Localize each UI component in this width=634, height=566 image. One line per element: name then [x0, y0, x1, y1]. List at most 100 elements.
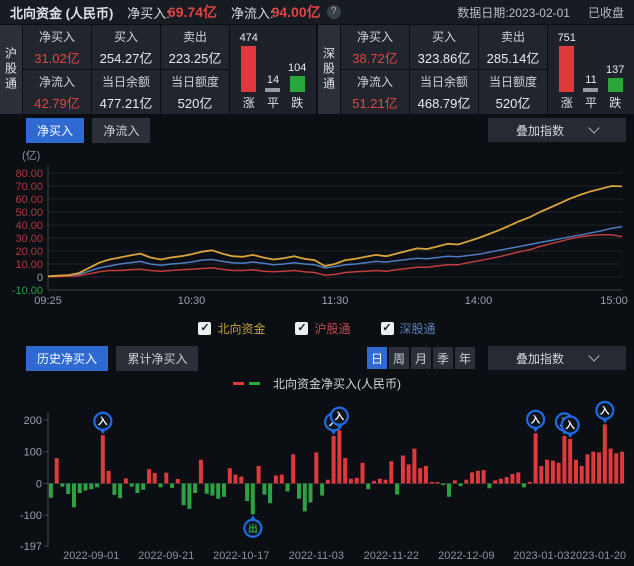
down-count: 104	[288, 62, 307, 74]
stat-label: 卖出	[500, 29, 525, 44]
stat-cell: 净买入 31.02亿	[23, 25, 91, 69]
up-column: 751 涨	[558, 32, 576, 111]
checkbox-checked-icon[interactable]	[198, 321, 212, 335]
svg-text:2022-10-17: 2022-10-17	[213, 550, 269, 562]
svg-text:入: 入	[564, 421, 575, 432]
up-count-bar	[559, 46, 575, 92]
svg-text:2022-12-09: 2022-12-09	[438, 550, 494, 562]
svg-text:2022-11-22: 2022-11-22	[364, 550, 419, 562]
stat-label: 净流入	[356, 74, 393, 89]
period-year-button[interactable]: 年	[455, 347, 475, 369]
svg-text:2022-09-21: 2022-09-21	[138, 550, 194, 562]
down-column: 104 跌	[288, 62, 306, 111]
stat-cell: 净买入 38.72亿	[341, 25, 409, 69]
legend-label: 沪股通	[314, 321, 351, 336]
up-label: 涨	[560, 96, 573, 110]
svg-text:2023-01-20: 2023-01-20	[570, 550, 626, 562]
overlay-index-dropdown[interactable]: 叠加指数	[488, 118, 626, 142]
down-label: 跌	[291, 96, 304, 110]
help-icon[interactable]	[326, 5, 341, 19]
up-count: 751	[557, 32, 576, 44]
intraday-flow-line-chart[interactable]: 80.0070.0060.0050.0040.0030.0020.0010.00…	[0, 146, 634, 318]
line-chart-legend: 北向资金 沪股通 深股通	[0, 318, 634, 338]
net-buy-label: 净买入:	[127, 5, 170, 21]
checkbox-checked-icon[interactable]	[295, 321, 309, 335]
svg-text:出: 出	[248, 523, 258, 535]
bar-chart-legend: 北向资金净买入(人民币)	[0, 374, 634, 392]
svg-text:-100: -100	[20, 510, 42, 522]
period-day-button[interactable]: 日	[367, 347, 387, 369]
flat-label: 平	[584, 96, 597, 110]
stat-label: 当日余额	[419, 74, 468, 89]
svg-text:11:30: 11:30	[322, 295, 349, 307]
flow-toolbar: 净买入 净流入 叠加指数	[0, 118, 634, 144]
period-month-button[interactable]: 月	[411, 347, 431, 369]
stat-label: 当日额度	[170, 74, 219, 89]
stat-cell: 净流入 51.21亿	[341, 70, 409, 114]
svg-text:2022-09-01: 2022-09-01	[63, 550, 119, 562]
legend-item-sz[interactable]: 深股通	[380, 320, 436, 337]
legend-item-north[interactable]: 北向资金	[198, 320, 265, 337]
svg-text:80.00: 80.00	[15, 168, 43, 180]
svg-text:200: 200	[24, 415, 42, 427]
bar-legend-label: 北向资金净买入(人民币)	[273, 376, 401, 391]
overlay-index-label: 叠加指数	[515, 123, 564, 138]
svg-text:100: 100	[24, 447, 42, 459]
flat-column: 11 平	[583, 74, 599, 111]
tab-history-net-buy[interactable]: 历史净买入	[26, 346, 109, 371]
period-week-button[interactable]: 周	[389, 347, 409, 369]
svg-text:2022-11-03: 2022-11-03	[289, 550, 344, 562]
legend-item-sh[interactable]: 沪股通	[295, 320, 351, 337]
stat-cell: 当日额度 520亿	[479, 70, 547, 114]
stat-value: 520亿	[495, 95, 531, 111]
history-net-buy-bar-chart[interactable]: 2001000-100-197入出入入入入入入2022-09-012022-09…	[0, 394, 634, 566]
stat-cell: 买入 254.27亿	[92, 25, 160, 69]
up-count: 474	[239, 32, 258, 44]
stat-cell: 买入 323.86亿	[410, 25, 478, 69]
svg-text:15:00: 15:00	[600, 295, 628, 307]
flat-count-bar	[583, 88, 599, 92]
sz-connect-panel: 深股通 净买入 38.72亿 买入 323.86亿 卖出 285.14亿 净流入 51.…	[318, 25, 634, 114]
tab-net-inflow[interactable]: 净流入	[92, 118, 151, 143]
up-column: 474 涨	[240, 32, 258, 111]
stat-label: 买入	[431, 29, 456, 44]
red-dash-icon	[233, 381, 244, 385]
svg-text:0: 0	[36, 478, 42, 490]
tab-cumulative-net-buy[interactable]: 累计净买入	[116, 346, 199, 371]
green-dash-icon	[249, 381, 260, 385]
net-inflow-label: 净流入:	[230, 5, 274, 21]
period-quarter-button[interactable]: 季	[433, 347, 453, 369]
sh-breadth-chart: 474 涨 14 平 104 跌	[230, 25, 316, 114]
stat-cell: 当日额度 520亿	[161, 70, 229, 114]
stat-value: 520亿	[177, 95, 213, 111]
down-label: 跌	[609, 96, 622, 110]
stat-cell: 当日余额 468.79亿	[410, 70, 478, 114]
sz-connect-label: 深股通	[318, 25, 340, 114]
svg-text:入: 入	[599, 406, 610, 417]
checkbox-checked-icon[interactable]	[380, 321, 394, 335]
stat-value: 31.02亿	[34, 50, 80, 66]
chevron-down-icon	[588, 122, 600, 134]
svg-text:60.00: 60.00	[15, 194, 43, 206]
svg-text:40.00: 40.00	[15, 220, 43, 232]
stat-value: 38.72亿	[352, 50, 398, 66]
y-axis-unit: (亿)	[22, 150, 41, 162]
net-buy-stat: 净买入: 69.74亿	[127, 2, 217, 22]
down-count-bar	[289, 76, 305, 92]
stat-value: 254.27亿	[99, 50, 153, 66]
history-toolbar: 历史净买入 累计净买入 日 周 月 季 年 叠加指数	[0, 346, 634, 372]
stat-value: 42.79亿	[34, 95, 80, 111]
up-label: 涨	[242, 96, 255, 110]
svg-text:30.00: 30.00	[15, 233, 43, 245]
down-count-bar	[607, 78, 623, 92]
flat-column: 14 平	[265, 74, 281, 111]
overlay-index-dropdown[interactable]: 叠加指数	[488, 346, 626, 370]
stat-cell: 卖出 285.14亿	[479, 25, 547, 69]
stat-value: 477.21亿	[99, 95, 153, 111]
svg-text:入: 入	[97, 417, 108, 428]
stat-cell: 净流入 42.79亿	[23, 70, 91, 114]
tab-net-buy[interactable]: 净买入	[26, 118, 85, 143]
stat-label: 净买入	[356, 29, 393, 44]
net-inflow-value: 94.00亿	[271, 4, 321, 20]
